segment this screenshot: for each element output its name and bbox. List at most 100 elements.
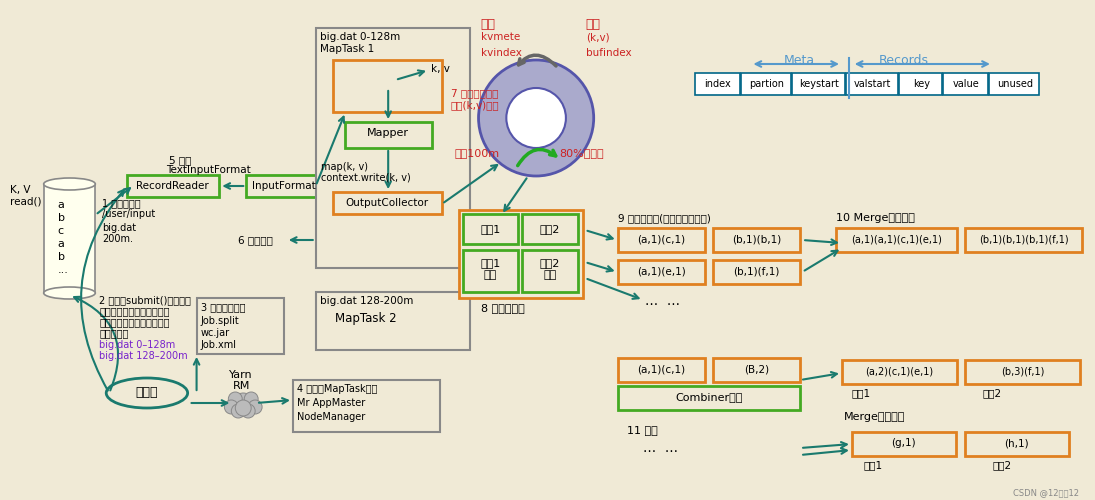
Text: 4 计算出MapTask数量: 4 计算出MapTask数量 xyxy=(297,384,377,394)
Bar xyxy=(292,380,440,432)
Text: (h,1): (h,1) xyxy=(1004,438,1029,448)
Bar xyxy=(618,260,705,284)
Text: Combiner合并: Combiner合并 xyxy=(676,392,742,402)
Bar xyxy=(899,73,942,95)
Circle shape xyxy=(233,393,253,413)
Bar xyxy=(943,73,988,95)
Text: MapTask 2: MapTask 2 xyxy=(335,312,396,325)
Text: bufindex: bufindex xyxy=(586,48,632,58)
Text: kvindex: kvindex xyxy=(481,48,521,58)
Text: (a,1)(c,1): (a,1)(c,1) xyxy=(637,234,685,244)
Bar xyxy=(965,432,1069,456)
Text: InputFormat: InputFormat xyxy=(252,181,315,191)
Ellipse shape xyxy=(44,287,95,299)
Text: 2 客户端submit()前，获取: 2 客户端submit()前，获取 xyxy=(100,295,192,305)
Text: 11 合并: 11 合并 xyxy=(627,425,658,435)
Bar xyxy=(835,228,957,252)
Text: index: index xyxy=(704,79,731,89)
Text: 1 待处理文件: 1 待处理文件 xyxy=(102,198,141,208)
Bar xyxy=(793,73,845,95)
Text: 7 向环形缓冲区: 7 向环形缓冲区 xyxy=(451,88,498,98)
Bar xyxy=(522,214,578,244)
Text: (k,v): (k,v) xyxy=(586,32,610,42)
Text: /user/input: /user/input xyxy=(102,209,155,219)
Bar xyxy=(463,250,518,292)
Bar xyxy=(695,73,739,95)
Text: 200m.: 200m. xyxy=(102,234,134,244)
Text: (a,2)(c,1)(e,1): (a,2)(c,1)(e,1) xyxy=(865,366,934,376)
Text: (b,1)(b,1): (b,1)(b,1) xyxy=(731,234,781,244)
Bar xyxy=(463,214,518,244)
Text: ···  ···: ··· ··· xyxy=(645,298,680,312)
Text: unused: unused xyxy=(996,79,1033,89)
Text: value: value xyxy=(953,79,979,89)
Bar xyxy=(852,432,956,456)
Circle shape xyxy=(479,60,593,176)
Text: (a,1)(a,1)(c,1)(e,1): (a,1)(a,1)(c,1)(e,1) xyxy=(851,234,942,244)
Text: 5 默认: 5 默认 xyxy=(169,155,192,165)
Text: CSDN @12十二12: CSDN @12十二12 xyxy=(1013,488,1079,497)
Bar xyxy=(965,360,1080,384)
Text: c: c xyxy=(58,226,64,236)
Text: 分区2: 分区2 xyxy=(540,224,561,234)
Text: NodeManager: NodeManager xyxy=(297,412,365,422)
Bar xyxy=(315,28,470,268)
Text: 分区1: 分区1 xyxy=(864,460,883,470)
Circle shape xyxy=(235,400,251,416)
Bar xyxy=(346,122,431,148)
Bar xyxy=(965,228,1082,252)
Text: valstart: valstart xyxy=(854,79,891,89)
Text: partion: partion xyxy=(749,79,784,89)
Text: Job.xml: Job.xml xyxy=(200,340,237,350)
Text: 8 分区、排序: 8 分区、排序 xyxy=(481,303,525,313)
Text: k, v: k, v xyxy=(430,64,450,74)
Bar xyxy=(740,73,792,95)
Text: map(k, v): map(k, v) xyxy=(321,162,368,172)
Text: read(): read() xyxy=(10,196,42,206)
Text: Mapper: Mapper xyxy=(367,128,410,138)
Circle shape xyxy=(224,400,239,414)
Text: 客户端: 客户端 xyxy=(136,386,158,400)
Ellipse shape xyxy=(106,378,187,408)
Circle shape xyxy=(241,404,255,418)
Text: Yarn: Yarn xyxy=(230,370,253,380)
Bar xyxy=(618,386,800,410)
Text: RecordReader: RecordReader xyxy=(137,181,209,191)
Text: wc.jar: wc.jar xyxy=(200,328,230,338)
Text: 索引: 索引 xyxy=(481,18,496,31)
Text: 6 逻辑运算: 6 逻辑运算 xyxy=(239,235,273,245)
Bar xyxy=(315,292,470,350)
Bar xyxy=(618,228,705,252)
Text: (b,1)(f,1): (b,1)(f,1) xyxy=(734,266,780,276)
Bar xyxy=(713,228,800,252)
Text: b: b xyxy=(58,252,65,262)
Bar xyxy=(197,298,284,354)
Text: 10 Merge归并排序: 10 Merge归并排序 xyxy=(835,213,914,223)
Bar xyxy=(333,192,441,214)
Text: a: a xyxy=(58,200,65,210)
Text: b: b xyxy=(58,213,65,223)
Circle shape xyxy=(231,404,245,418)
Text: kvmete: kvmete xyxy=(481,32,520,42)
Text: big.dat: big.dat xyxy=(102,223,137,233)
Text: 分区2: 分区2 xyxy=(983,388,1002,398)
Circle shape xyxy=(506,88,566,148)
Text: keystart: keystart xyxy=(799,79,839,89)
Text: big.dat 0-128m: big.dat 0-128m xyxy=(320,32,400,42)
Text: 默认100m: 默认100m xyxy=(454,148,499,158)
Text: 9 溢出到文件(分区且区内有序): 9 溢出到文件(分区且区内有序) xyxy=(618,213,711,223)
Text: 据参数配置，形成一个任务: 据参数配置，形成一个任务 xyxy=(100,317,170,327)
Bar xyxy=(713,260,800,284)
Text: ···  ···: ··· ··· xyxy=(644,445,678,459)
Bar xyxy=(522,250,578,292)
Text: big.dat 0–128m: big.dat 0–128m xyxy=(100,340,175,350)
Text: Mr AppMaster: Mr AppMaster xyxy=(297,398,365,408)
Text: RM: RM xyxy=(232,381,250,391)
Text: 待处理数据的信息，然后根: 待处理数据的信息，然后根 xyxy=(100,306,170,316)
Bar xyxy=(44,184,95,293)
Text: 分区1: 分区1 xyxy=(481,224,500,234)
Text: 分区2: 分区2 xyxy=(540,258,561,268)
Text: 写入(k,v)数据: 写入(k,v)数据 xyxy=(451,100,499,110)
Text: a: a xyxy=(58,239,65,249)
Text: (b,1)(b,1)(b,1)(f,1): (b,1)(b,1)(b,1)(f,1) xyxy=(979,234,1069,244)
